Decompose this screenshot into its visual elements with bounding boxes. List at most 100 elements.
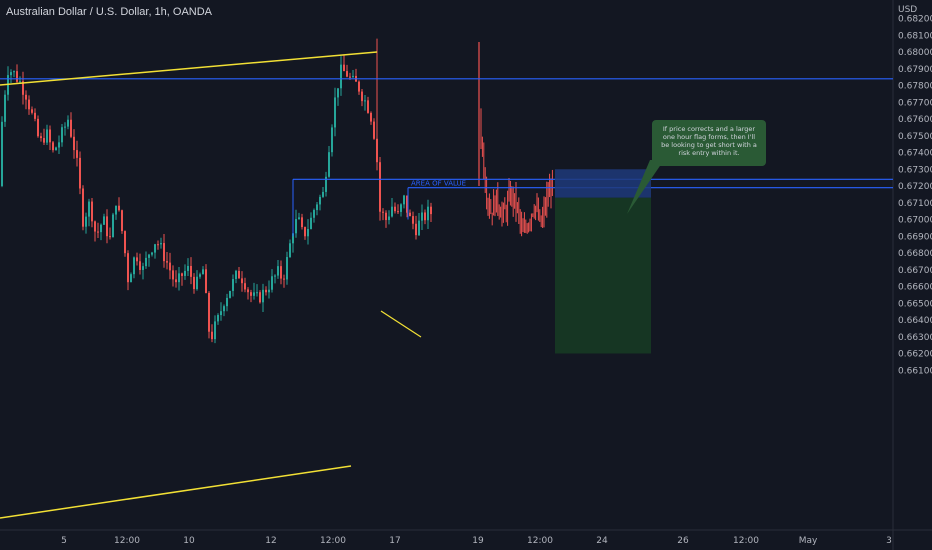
candle-body — [181, 273, 183, 276]
x-tick-label: 26 — [677, 536, 689, 546]
candle-body — [415, 223, 417, 236]
candle-body — [298, 217, 300, 220]
candle-body — [190, 265, 192, 277]
candle-body — [61, 127, 63, 143]
candle-body — [307, 228, 309, 237]
y-tick-label: 0.68000 — [898, 48, 932, 58]
y-tick-label: 0.66200 — [898, 350, 932, 360]
candle-body — [268, 289, 270, 293]
candle-body — [397, 211, 399, 213]
candle-body — [319, 196, 321, 205]
candle-body — [376, 138, 378, 163]
y-tick-label: 0.66500 — [898, 299, 932, 309]
candle-body — [313, 210, 315, 218]
candle-body — [187, 265, 189, 271]
x-tick-label: 24 — [596, 536, 608, 546]
y-tick-label: 0.66700 — [898, 266, 932, 276]
candle-body — [196, 276, 198, 290]
candle-body — [175, 279, 177, 283]
candle-body — [49, 129, 51, 143]
candle-body — [31, 109, 33, 113]
candle-body — [343, 64, 345, 72]
candle-body — [193, 276, 195, 290]
candle-body — [4, 94, 6, 122]
candle-body — [202, 269, 204, 275]
candle-body — [205, 269, 207, 293]
candle-body — [352, 75, 354, 77]
candle-body — [100, 224, 102, 233]
candle-body — [373, 121, 375, 139]
candle-body — [295, 219, 297, 234]
take-profit-zone[interactable] — [555, 197, 651, 354]
candle-body — [250, 292, 252, 296]
candle-body — [388, 216, 390, 221]
candle-body — [427, 206, 429, 221]
candle-body — [37, 118, 39, 137]
candle-body — [154, 244, 156, 253]
flag-trendline[interactable] — [380, 310, 422, 338]
candle-body — [214, 321, 216, 340]
candle-body — [13, 71, 15, 73]
candle-body — [301, 217, 303, 228]
candle-body — [229, 290, 231, 298]
x-tick-label: 5 — [61, 536, 67, 546]
y-tick-label: 0.68200 — [898, 15, 932, 25]
x-tick-label: 12:00 — [320, 536, 346, 546]
candle-body — [184, 270, 186, 276]
candle-body — [253, 292, 255, 296]
candle-body — [385, 212, 387, 221]
candle-body — [79, 157, 81, 189]
candle-body — [67, 119, 69, 127]
candle-body — [271, 276, 273, 290]
candle-body — [166, 261, 168, 263]
candle-body — [265, 289, 267, 293]
x-tick-label: 10 — [183, 536, 195, 546]
candle-body — [109, 236, 111, 238]
candle-body — [409, 212, 411, 217]
candle-body — [133, 257, 135, 275]
trade-note[interactable]: If price corrects and a larger one hour … — [652, 120, 766, 166]
y-tick-label: 0.67400 — [898, 149, 932, 159]
candle-body — [91, 201, 93, 222]
candle-body — [43, 138, 45, 143]
candle-body — [118, 205, 120, 211]
candle-body — [94, 221, 96, 232]
lower-channel-trendline[interactable] — [0, 465, 352, 519]
candle-body — [394, 206, 396, 212]
candle-body — [232, 279, 234, 291]
candle-body — [280, 266, 282, 279]
y-tick-label: 0.66100 — [898, 366, 932, 376]
candle-body — [406, 195, 408, 213]
candle-body — [163, 243, 165, 262]
candle-body — [19, 81, 21, 83]
candle-body — [142, 266, 144, 270]
candle-body — [331, 127, 333, 153]
candle-body — [364, 100, 366, 102]
candle-body — [139, 261, 141, 270]
candle-body — [418, 220, 420, 236]
candle-body — [289, 243, 291, 258]
candle-body — [304, 227, 306, 237]
price-axis-currency: USD — [898, 5, 917, 15]
candle-body — [322, 191, 324, 197]
candle-body — [226, 297, 228, 307]
y-tick-label: 0.67700 — [898, 98, 932, 108]
stop-loss-zone[interactable] — [555, 169, 651, 198]
candle-body — [85, 216, 87, 227]
candle-body — [286, 257, 288, 280]
candle-body — [73, 136, 75, 151]
y-tick-label: 0.68100 — [898, 31, 932, 41]
candle-body — [16, 71, 18, 82]
candle-body — [40, 136, 42, 139]
candle-body — [403, 195, 405, 205]
candle-body — [145, 257, 147, 267]
candle-body — [328, 152, 330, 177]
upper-channel-trendline[interactable] — [0, 51, 378, 86]
candle-body — [112, 214, 114, 238]
candle-body — [70, 119, 72, 137]
y-tick-label: 0.67200 — [898, 182, 932, 192]
candle-body — [121, 210, 123, 232]
y-tick-label: 0.66300 — [898, 333, 932, 343]
